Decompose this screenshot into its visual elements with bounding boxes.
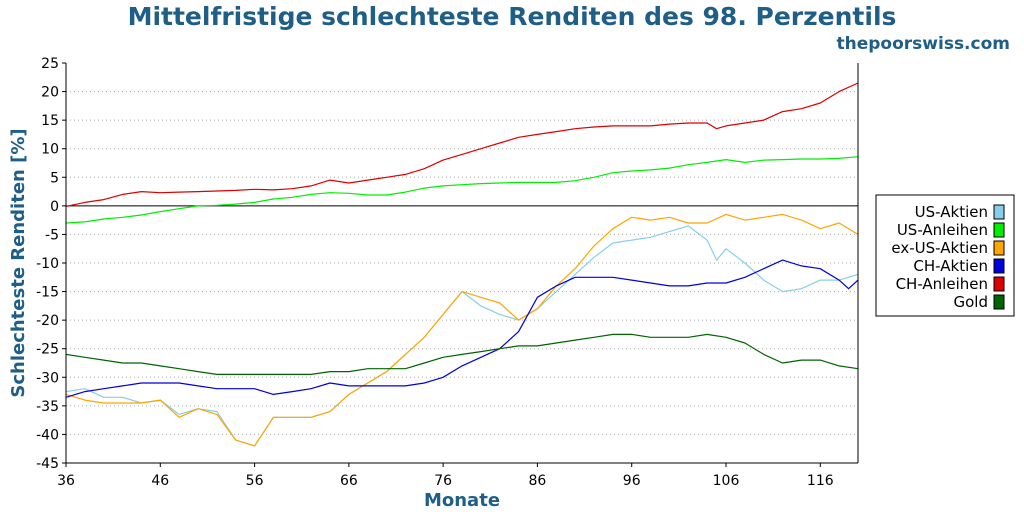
series-layer [65,82,859,447]
y-tick-label: 10 [41,142,59,158]
y-tick-label: -15 [36,285,59,301]
y-tick-label: 0 [50,199,59,215]
legend-swatch-ex-us-aktien [993,240,1005,256]
y-tick-label: -30 [36,370,59,386]
legend-swatch-ch-anleihen [993,276,1005,292]
legend-label-ch-anleihen: CH-Anleihen [896,275,988,293]
x-tick-label: 106 [713,473,740,489]
y-tick-label: 15 [41,113,59,129]
site-watermark: thepoorswiss.com [836,34,1011,54]
y-tick-label: 5 [50,170,59,186]
x-tick-label: 76 [434,473,452,489]
x-tick-label: 56 [246,473,264,489]
series-line-us-anleihen [65,156,859,224]
y-tick-label: -40 [36,427,59,443]
legend-swatch-us-anleihen [993,222,1005,238]
legend-label-us-anleihen: US-Anleihen [897,221,988,239]
series-line-ch-anleihen [65,82,859,207]
legend-swatch-ch-aktien [993,258,1005,274]
y-tick-label: -45 [36,456,59,472]
legend-swatch-us-aktien [993,204,1005,220]
x-tick-label: 116 [807,473,834,489]
x-axis-title: Monate [424,490,500,511]
y-axis-title: Schlechteste Renditen [%] [8,128,29,397]
legend-box [875,194,1015,317]
legend-label-ch-aktien: CH-Aktien [913,257,988,275]
y-tick-label: -25 [36,342,59,358]
y-tick-label: -5 [45,227,59,243]
legend: US-AktienUS-Anleihenex-US-AktienCH-Aktie… [875,194,1015,317]
x-tick-label: 36 [57,473,75,489]
grid-layer [66,91,858,435]
y-tick-label: -20 [36,313,59,329]
chart-title: Mittelfristige schlechteste Renditen des… [127,2,897,31]
x-tick-label: 66 [340,473,358,489]
legend-label-us-aktien: US-Aktien [915,203,988,221]
legend-label-ex-us-aktien: ex-US-Aktien [891,239,988,257]
x-tick-label: 96 [623,473,641,489]
series-line-us-aktien [65,225,859,447]
y-tick-label: 20 [41,85,59,101]
series-line-ch-aktien [65,259,859,398]
series-line-gold [65,333,859,375]
x-tick-label: 46 [151,473,169,489]
y-tick-label: -35 [36,399,59,415]
x-tick-label: 86 [529,473,547,489]
y-tick-label: 25 [41,56,59,72]
y-tick-label: -10 [36,256,59,272]
series-line-ex-us-aktien [65,213,859,447]
legend-swatch-gold [993,294,1005,310]
legend-label-gold: Gold [954,293,989,311]
